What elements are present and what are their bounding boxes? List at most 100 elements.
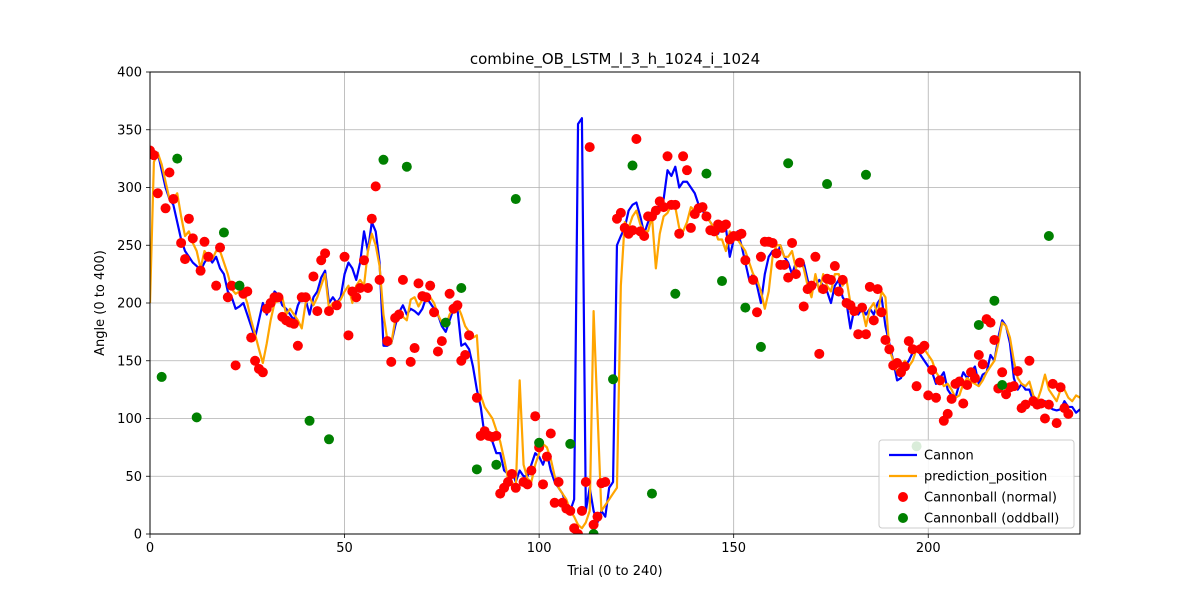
scatter-point-2 [288, 318, 299, 329]
scatter-point-2 [639, 231, 650, 242]
scatter-point-2 [576, 505, 587, 516]
scatter-point-2 [331, 300, 342, 311]
scatter-point-2 [798, 301, 809, 312]
scatter-point-2 [806, 280, 817, 291]
scatter-point-2 [1039, 413, 1050, 424]
scatter-point-2 [783, 272, 794, 283]
scatter-point-3 [456, 282, 467, 293]
legend: Cannon prediction_position Cannonball (nor… [878, 439, 1075, 529]
scatter-point-2 [1020, 399, 1031, 410]
scatter-point-2 [588, 519, 599, 530]
scatter-point-2 [755, 251, 766, 262]
scatter-point-2 [180, 254, 191, 265]
scatter-point-3 [973, 319, 984, 330]
scatter-point-2 [977, 359, 988, 370]
scatter-point-2 [818, 284, 829, 295]
scatter-point-3 [565, 438, 576, 449]
scatter-point-2 [545, 428, 556, 439]
scatter-point-2 [973, 349, 984, 360]
scatter-point-2 [215, 242, 226, 253]
scatter-point-2 [853, 329, 864, 340]
scatter-point-3 [627, 160, 638, 171]
scatter-point-2 [864, 281, 875, 292]
scatter-point-2 [530, 411, 541, 422]
scatter-point-2 [164, 167, 175, 178]
scatter-point-3 [510, 194, 521, 205]
scatter-point-3 [378, 154, 389, 165]
scatter-point-2 [312, 306, 323, 317]
y-axis-label: Angle (0 to 400) [93, 250, 108, 356]
scatter-point-2 [872, 284, 883, 295]
scatter-point-2 [242, 286, 253, 297]
scatter-point-2 [989, 334, 1000, 345]
scatter-point-3 [401, 161, 412, 172]
scatter-point-2 [946, 393, 957, 404]
scatter-point-2 [374, 274, 385, 285]
scatter-point-3 [670, 288, 681, 299]
scatter-point-2 [222, 292, 233, 303]
x-tick-label: 150 [721, 541, 746, 556]
scatter-point-2 [825, 274, 836, 285]
scatter-point-2 [152, 188, 163, 199]
scatter-point-2 [506, 468, 517, 479]
scatter-point-2 [522, 479, 533, 490]
scatter-point-3 [701, 168, 712, 179]
scatter-point-3 [1043, 231, 1054, 242]
scatter-point-3 [997, 380, 1008, 390]
scatter-point-2 [195, 265, 206, 276]
scatter-point-2 [436, 336, 447, 347]
y-tick-label: 300 [117, 181, 142, 196]
scatter-point-2 [464, 330, 475, 341]
scatter-point-3 [218, 227, 229, 238]
scatter-point-2 [203, 251, 214, 262]
scatter-point-2 [907, 344, 918, 355]
scatter-point-3 [989, 295, 1000, 306]
scatter-point-2 [187, 233, 198, 244]
scatter-point-2 [931, 392, 942, 403]
scatter-point-2 [810, 251, 821, 262]
scatter-point-2 [580, 477, 591, 488]
y-tick-label: 150 [117, 354, 142, 369]
x-tick-label: 200 [916, 541, 941, 556]
scatter-point-2 [892, 358, 903, 369]
scatter-point-2 [767, 237, 778, 248]
y-tick-label: 0 [134, 528, 142, 543]
scatter-point-3 [491, 459, 502, 470]
chart-title: combine_OB_LSTM_l_3_h_1024_i_1024 [470, 50, 760, 69]
scatter-point-2 [1047, 378, 1058, 389]
y-tick-label: 50 [125, 470, 142, 485]
legend-label-2: Cannonball (normal) [924, 491, 1057, 506]
scatter-point-2 [168, 194, 179, 205]
x-tick-label: 50 [336, 541, 353, 556]
scatter-point-2 [421, 292, 432, 303]
scatter-point-2 [308, 271, 319, 282]
legend-label-1: prediction_position [924, 470, 1047, 485]
scatter-point-3 [471, 464, 482, 475]
scatter-point-2 [814, 348, 825, 359]
scatter-point-2 [720, 219, 731, 230]
scatter-point-2 [1008, 381, 1019, 392]
scatter-point-2 [250, 355, 261, 366]
scatter-point-3 [588, 529, 599, 534]
scatter-point-2 [833, 286, 844, 297]
scatter-point-2 [1063, 408, 1074, 419]
scatter-point-2 [752, 307, 763, 318]
scatter-point-2 [230, 360, 241, 371]
scatter-point-2 [370, 181, 381, 192]
scatter-point-2 [857, 302, 868, 313]
scatter-point-2 [541, 451, 552, 462]
scatter-point-2 [526, 465, 537, 476]
scatter-point-2 [748, 274, 759, 285]
scatter-point-2 [697, 202, 708, 213]
scatter-point-2 [491, 430, 502, 441]
scatter-point-2 [246, 332, 257, 343]
scatter-point-2 [199, 236, 210, 247]
scatter-point-2 [969, 373, 980, 384]
scatter-point-2 [880, 334, 891, 345]
legend-box [878, 439, 1075, 529]
scatter-point-2 [868, 315, 879, 326]
scatter-point-2 [662, 151, 673, 162]
scatter-point-2 [324, 306, 334, 317]
scatter-point-2 [429, 307, 440, 318]
